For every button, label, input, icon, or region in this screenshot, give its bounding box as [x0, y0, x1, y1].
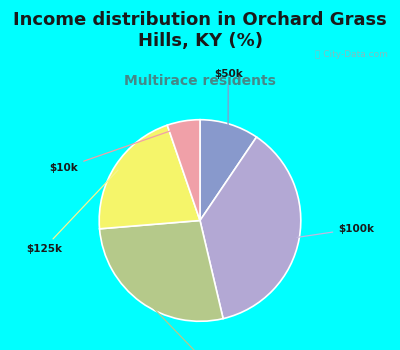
Text: $50k: $50k	[214, 69, 242, 126]
Wedge shape	[200, 137, 301, 318]
Wedge shape	[100, 220, 223, 321]
Text: $150k: $150k	[146, 300, 228, 350]
Text: $10k: $10k	[50, 127, 182, 173]
Text: Ⓜ City-Data.com: Ⓜ City-Data.com	[315, 50, 388, 59]
Text: $100k: $100k	[297, 224, 374, 237]
Text: $125k: $125k	[26, 170, 118, 254]
Text: Income distribution in Orchard Grass
Hills, KY (%): Income distribution in Orchard Grass Hil…	[13, 11, 387, 50]
Text: Multirace residents: Multirace residents	[124, 74, 276, 88]
Wedge shape	[99, 125, 200, 229]
Wedge shape	[200, 120, 256, 220]
Wedge shape	[167, 120, 200, 220]
